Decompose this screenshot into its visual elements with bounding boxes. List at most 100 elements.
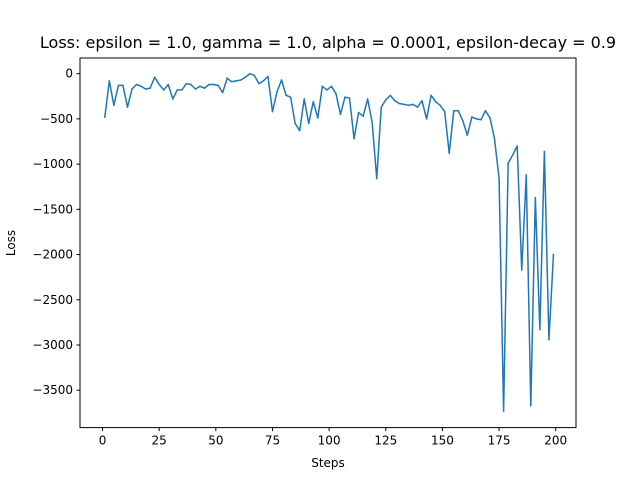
loss-data-point [511, 154, 514, 156]
loss-data-point [362, 115, 364, 117]
loss-data-point [434, 100, 437, 103]
plot-area [103, 72, 555, 412]
loss-data-point [117, 84, 120, 87]
loss-data-point [407, 104, 410, 107]
loss-data-point [448, 152, 450, 154]
loss-data-point [344, 96, 346, 98]
loss-data-point [172, 98, 174, 100]
loss-data-point [534, 196, 537, 199]
loss-series-line [103, 72, 555, 412]
x-tick-label: 25 [152, 434, 167, 448]
loss-data-point [113, 104, 115, 107]
loss-data-point [466, 134, 469, 136]
loss-data-point [330, 85, 333, 88]
loss-data-point [443, 110, 446, 113]
loss-data-point [475, 118, 478, 120]
loss-data-point [226, 77, 228, 79]
loss-data-point [271, 110, 274, 113]
y-tick-label: −3000 [32, 338, 73, 352]
y-axis-label: Loss [4, 230, 18, 256]
loss-data-point [439, 104, 441, 107]
y-tick-label: −1500 [32, 202, 73, 216]
loss-data-point [394, 100, 396, 102]
loss-data-point [380, 106, 382, 108]
loss-data-point [421, 100, 423, 102]
y-tick-label: 0 [65, 67, 73, 81]
loss-data-point [462, 119, 464, 122]
loss-data-point [484, 109, 487, 112]
loss-data-point [149, 87, 151, 89]
axes-frame [79, 57, 577, 429]
loss-data-point [289, 96, 292, 98]
loss-data-point [539, 328, 541, 331]
x-tick-label: 75 [265, 434, 280, 448]
y-tick-label: −500 [40, 112, 73, 126]
loss-data-point [430, 94, 432, 97]
loss-data-point [212, 83, 215, 86]
loss-data-point [194, 88, 197, 90]
loss-data-point [489, 117, 491, 119]
loss-data-point [348, 97, 351, 99]
loss-data-point [339, 113, 342, 116]
loss-data-point [122, 84, 124, 87]
x-tick-label: 125 [374, 434, 397, 448]
y-tick-label: −3500 [32, 383, 73, 397]
loss-data-point [548, 338, 550, 341]
loss-data-point [253, 74, 256, 77]
x-tick-label: 50 [208, 434, 223, 448]
loss-data-point [221, 91, 224, 94]
loss-data-point [385, 99, 387, 101]
loss-data-point [217, 84, 219, 87]
loss-data-point [516, 145, 518, 147]
loss-data-point [190, 83, 192, 86]
loss-data-point [457, 109, 460, 112]
loss-data-point [199, 85, 201, 88]
loss-data-point [181, 89, 183, 91]
loss-data-point [353, 138, 355, 140]
x-tick-label: 0 [99, 434, 107, 448]
loss-data-point [176, 89, 179, 91]
loss-data-point [403, 103, 405, 106]
loss-data-point [104, 116, 106, 118]
loss-data-point [321, 85, 324, 88]
loss-data-point [520, 269, 523, 271]
loss-data-point [366, 98, 369, 100]
loss-data-point [498, 177, 500, 180]
loss-data-point [412, 103, 414, 106]
y-tick-label: −1000 [32, 157, 73, 171]
loss-data-point [235, 80, 237, 82]
loss-data-point [267, 75, 269, 78]
loss-data-point [230, 81, 233, 83]
loss-data-point [530, 404, 532, 407]
loss-data-point [552, 253, 555, 256]
loss-data-point [158, 83, 160, 86]
loss-data-point [280, 79, 283, 81]
loss-data-point [307, 122, 310, 125]
y-tick-label: −2000 [32, 248, 73, 262]
y-tick-label: −2500 [32, 293, 73, 307]
loss-data-point [140, 85, 142, 88]
x-tick-label: 150 [431, 434, 454, 448]
loss-data-point [502, 410, 505, 412]
loss-data-point [525, 174, 528, 176]
loss-data-point [167, 83, 170, 86]
loss-data-point [185, 82, 188, 85]
loss-data-point [131, 88, 133, 90]
loss-data-point [317, 117, 319, 119]
loss-data-point [249, 72, 251, 75]
loss-data-point [108, 80, 111, 82]
loss-data-point [203, 87, 206, 89]
loss-data-point [371, 121, 373, 124]
loss-data-point [389, 94, 392, 97]
loss-data-point [240, 79, 242, 81]
loss-data-point [162, 89, 165, 91]
loss-data-point [480, 119, 482, 121]
loss-data-point [244, 76, 247, 79]
loss-data-point [335, 92, 337, 95]
loss-data-point [208, 83, 210, 86]
x-axis-ticks: 0 25 50 75 100 125 150 175 200 [99, 427, 567, 448]
loss-data-point [285, 94, 287, 97]
loss-data-point [416, 106, 419, 108]
x-tick-label: 175 [488, 434, 511, 448]
